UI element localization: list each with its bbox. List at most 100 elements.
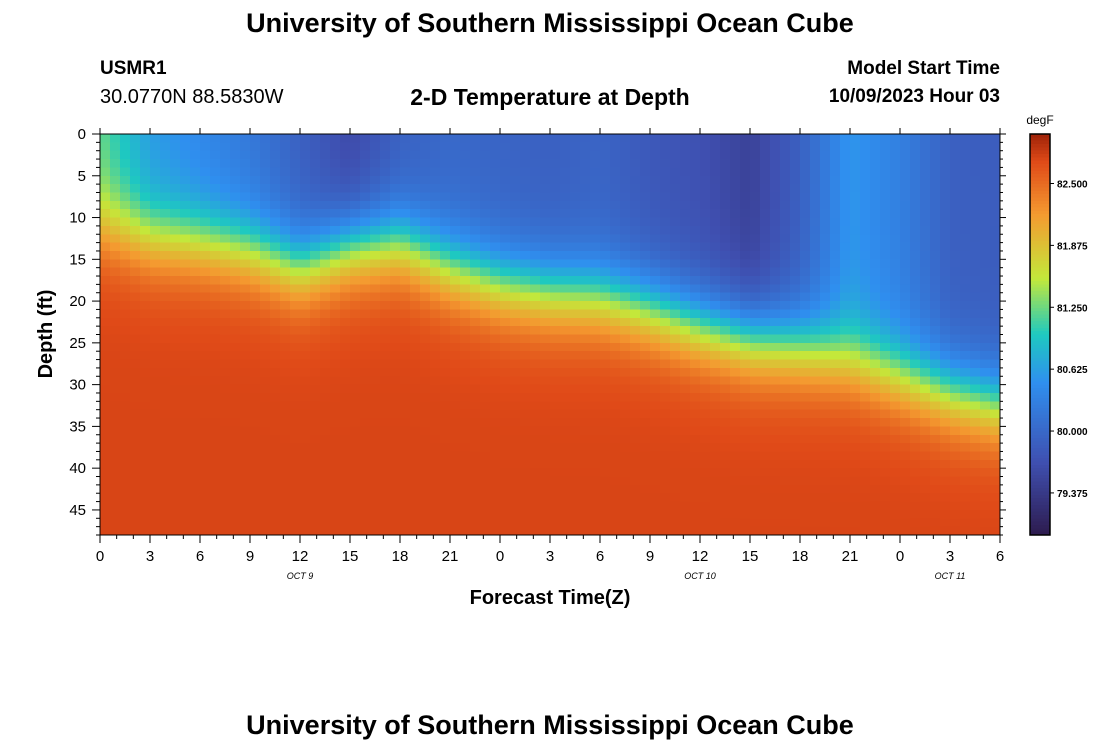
heatmap-cell [970, 276, 981, 285]
heatmap-cell [170, 309, 181, 319]
heatmap-cell [240, 276, 251, 285]
heatmap-cell [240, 451, 251, 461]
heatmap-cell [770, 501, 781, 511]
heatmap-cell [980, 334, 991, 344]
heatmap-cell [210, 159, 221, 169]
heatmap-cell [230, 451, 241, 461]
heatmap-cell [780, 484, 791, 494]
heatmap-cell [910, 451, 921, 461]
heatmap-cell [990, 284, 1001, 294]
heatmap-cell [570, 209, 581, 219]
heatmap-cell [410, 468, 421, 478]
heatmap-cell [930, 150, 941, 160]
heatmap-cell [750, 468, 761, 478]
heatmap-cell [390, 484, 401, 494]
heatmap-cell [610, 401, 621, 411]
colorbar-segment [1030, 187, 1050, 192]
heatmap-cell [750, 225, 761, 235]
heatmap-cell [670, 209, 681, 219]
heatmap-cell [400, 250, 411, 260]
heatmap-cell [400, 259, 411, 269]
heatmap-cell [530, 493, 541, 503]
heatmap-cell [170, 276, 181, 285]
heatmap-cell [380, 317, 391, 327]
heatmap-cell [800, 401, 811, 411]
heatmap-cell [230, 384, 241, 394]
heatmap-cell [290, 276, 301, 285]
heatmap-cell [550, 484, 561, 494]
heatmap-cell [830, 451, 841, 461]
heatmap-cell [540, 259, 551, 269]
heatmap-cell [500, 392, 511, 402]
heatmap-cell [110, 284, 121, 294]
heatmap-cell [940, 451, 951, 461]
heatmap-cell [850, 242, 861, 252]
heatmap-cell [170, 142, 181, 152]
heatmap-cell [300, 359, 311, 369]
heatmap-cell [490, 367, 501, 377]
heatmap-cell [720, 401, 731, 411]
heatmap-cell [900, 426, 911, 436]
heatmap-cell [230, 484, 241, 494]
heatmap-cell [340, 409, 351, 419]
heatmap-cell [450, 142, 461, 152]
heatmap-cell [580, 443, 591, 453]
heatmap-cell [740, 234, 751, 244]
heatmap-cell [300, 250, 311, 260]
heatmap-cell [290, 476, 301, 486]
heatmap-cell [920, 351, 931, 361]
heatmap-cell [730, 334, 741, 344]
heatmap-cell [440, 443, 451, 453]
heatmap-cell [570, 200, 581, 210]
heatmap-cell [680, 284, 691, 294]
colorbar-segment [1030, 264, 1050, 269]
heatmap-cell [570, 359, 581, 369]
heatmap-cell [430, 509, 441, 519]
heatmap-cell [660, 209, 671, 219]
heatmap-cell [270, 175, 281, 185]
heatmap-cell [260, 376, 271, 386]
heatmap-cell [900, 225, 911, 235]
heatmap-cell [310, 401, 321, 411]
heatmap-cell [500, 159, 511, 169]
heatmap-cell [520, 418, 531, 427]
heatmap-cell [890, 134, 901, 143]
heatmap-cell [110, 267, 121, 277]
heatmap-cell [900, 217, 911, 227]
heatmap-cell [250, 451, 261, 461]
colorbar-segment [1030, 324, 1050, 329]
heatmap-cell [650, 292, 661, 302]
heatmap-cell [580, 518, 591, 528]
heatmap-cell [780, 409, 791, 419]
heatmap-cell [680, 317, 691, 327]
heatmap-cell [770, 159, 781, 169]
colorbar-segment [1030, 494, 1050, 499]
heatmap-cell [670, 409, 681, 419]
heatmap-cell [570, 317, 581, 327]
heatmap-cell [910, 468, 921, 478]
heatmap-cell [670, 384, 681, 394]
heatmap-cell [640, 476, 651, 486]
heatmap-cell [180, 159, 191, 169]
heatmap-cell [940, 292, 951, 302]
heatmap-cell [680, 443, 691, 453]
heatmap-cell [550, 209, 561, 219]
heatmap-cell [550, 367, 561, 377]
heatmap-cell [850, 192, 861, 202]
heatmap-cell [290, 493, 301, 503]
heatmap-cell [180, 451, 191, 461]
heatmap-cell [290, 342, 301, 352]
heatmap-cell [910, 434, 921, 444]
heatmap-cell [820, 292, 831, 302]
heatmap-cell [430, 359, 441, 369]
heatmap-cell [550, 317, 561, 327]
heatmap-cell [640, 317, 651, 327]
heatmap-cell [760, 326, 771, 336]
heatmap-cell [670, 150, 681, 160]
heatmap-cell [930, 250, 941, 260]
heatmap-cell [550, 509, 561, 519]
heatmap-cell [930, 409, 941, 419]
heatmap-cell [270, 192, 281, 202]
heatmap-cell [750, 367, 761, 377]
heatmap-cell [690, 451, 701, 461]
